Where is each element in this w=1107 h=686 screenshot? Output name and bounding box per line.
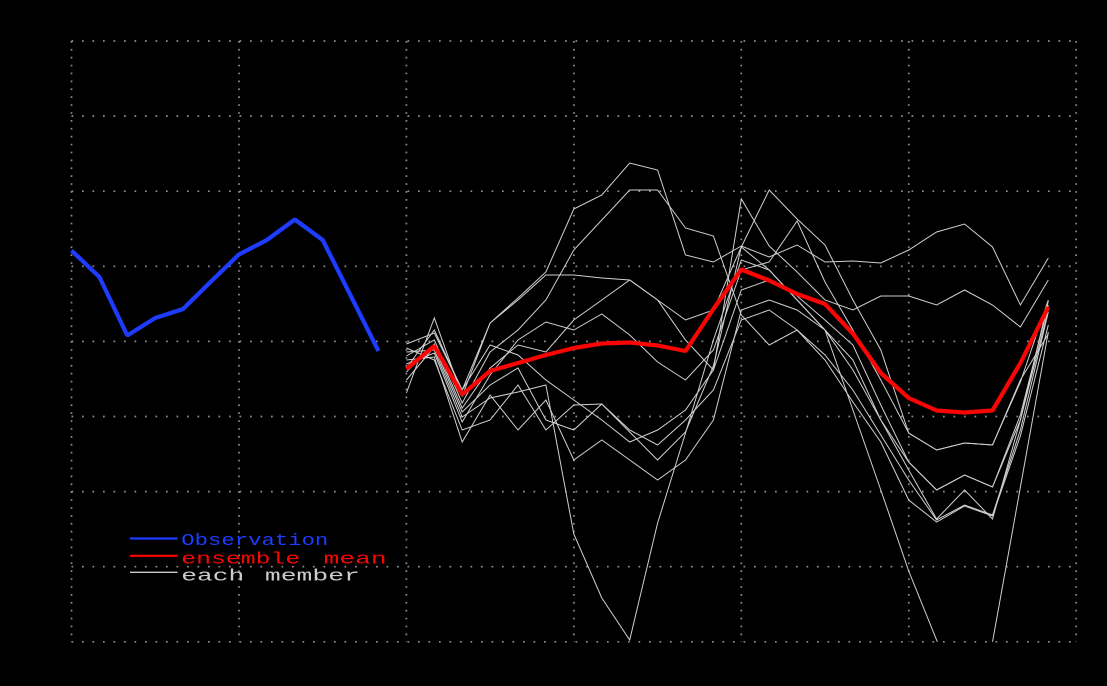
svg-text:ensemble: ensemble (181, 551, 300, 570)
svg-text:each: each (181, 568, 244, 587)
svg-text:Observation: Observation (181, 532, 328, 551)
svg-text:member: member (265, 568, 360, 587)
svg-text:mean: mean (324, 551, 387, 570)
